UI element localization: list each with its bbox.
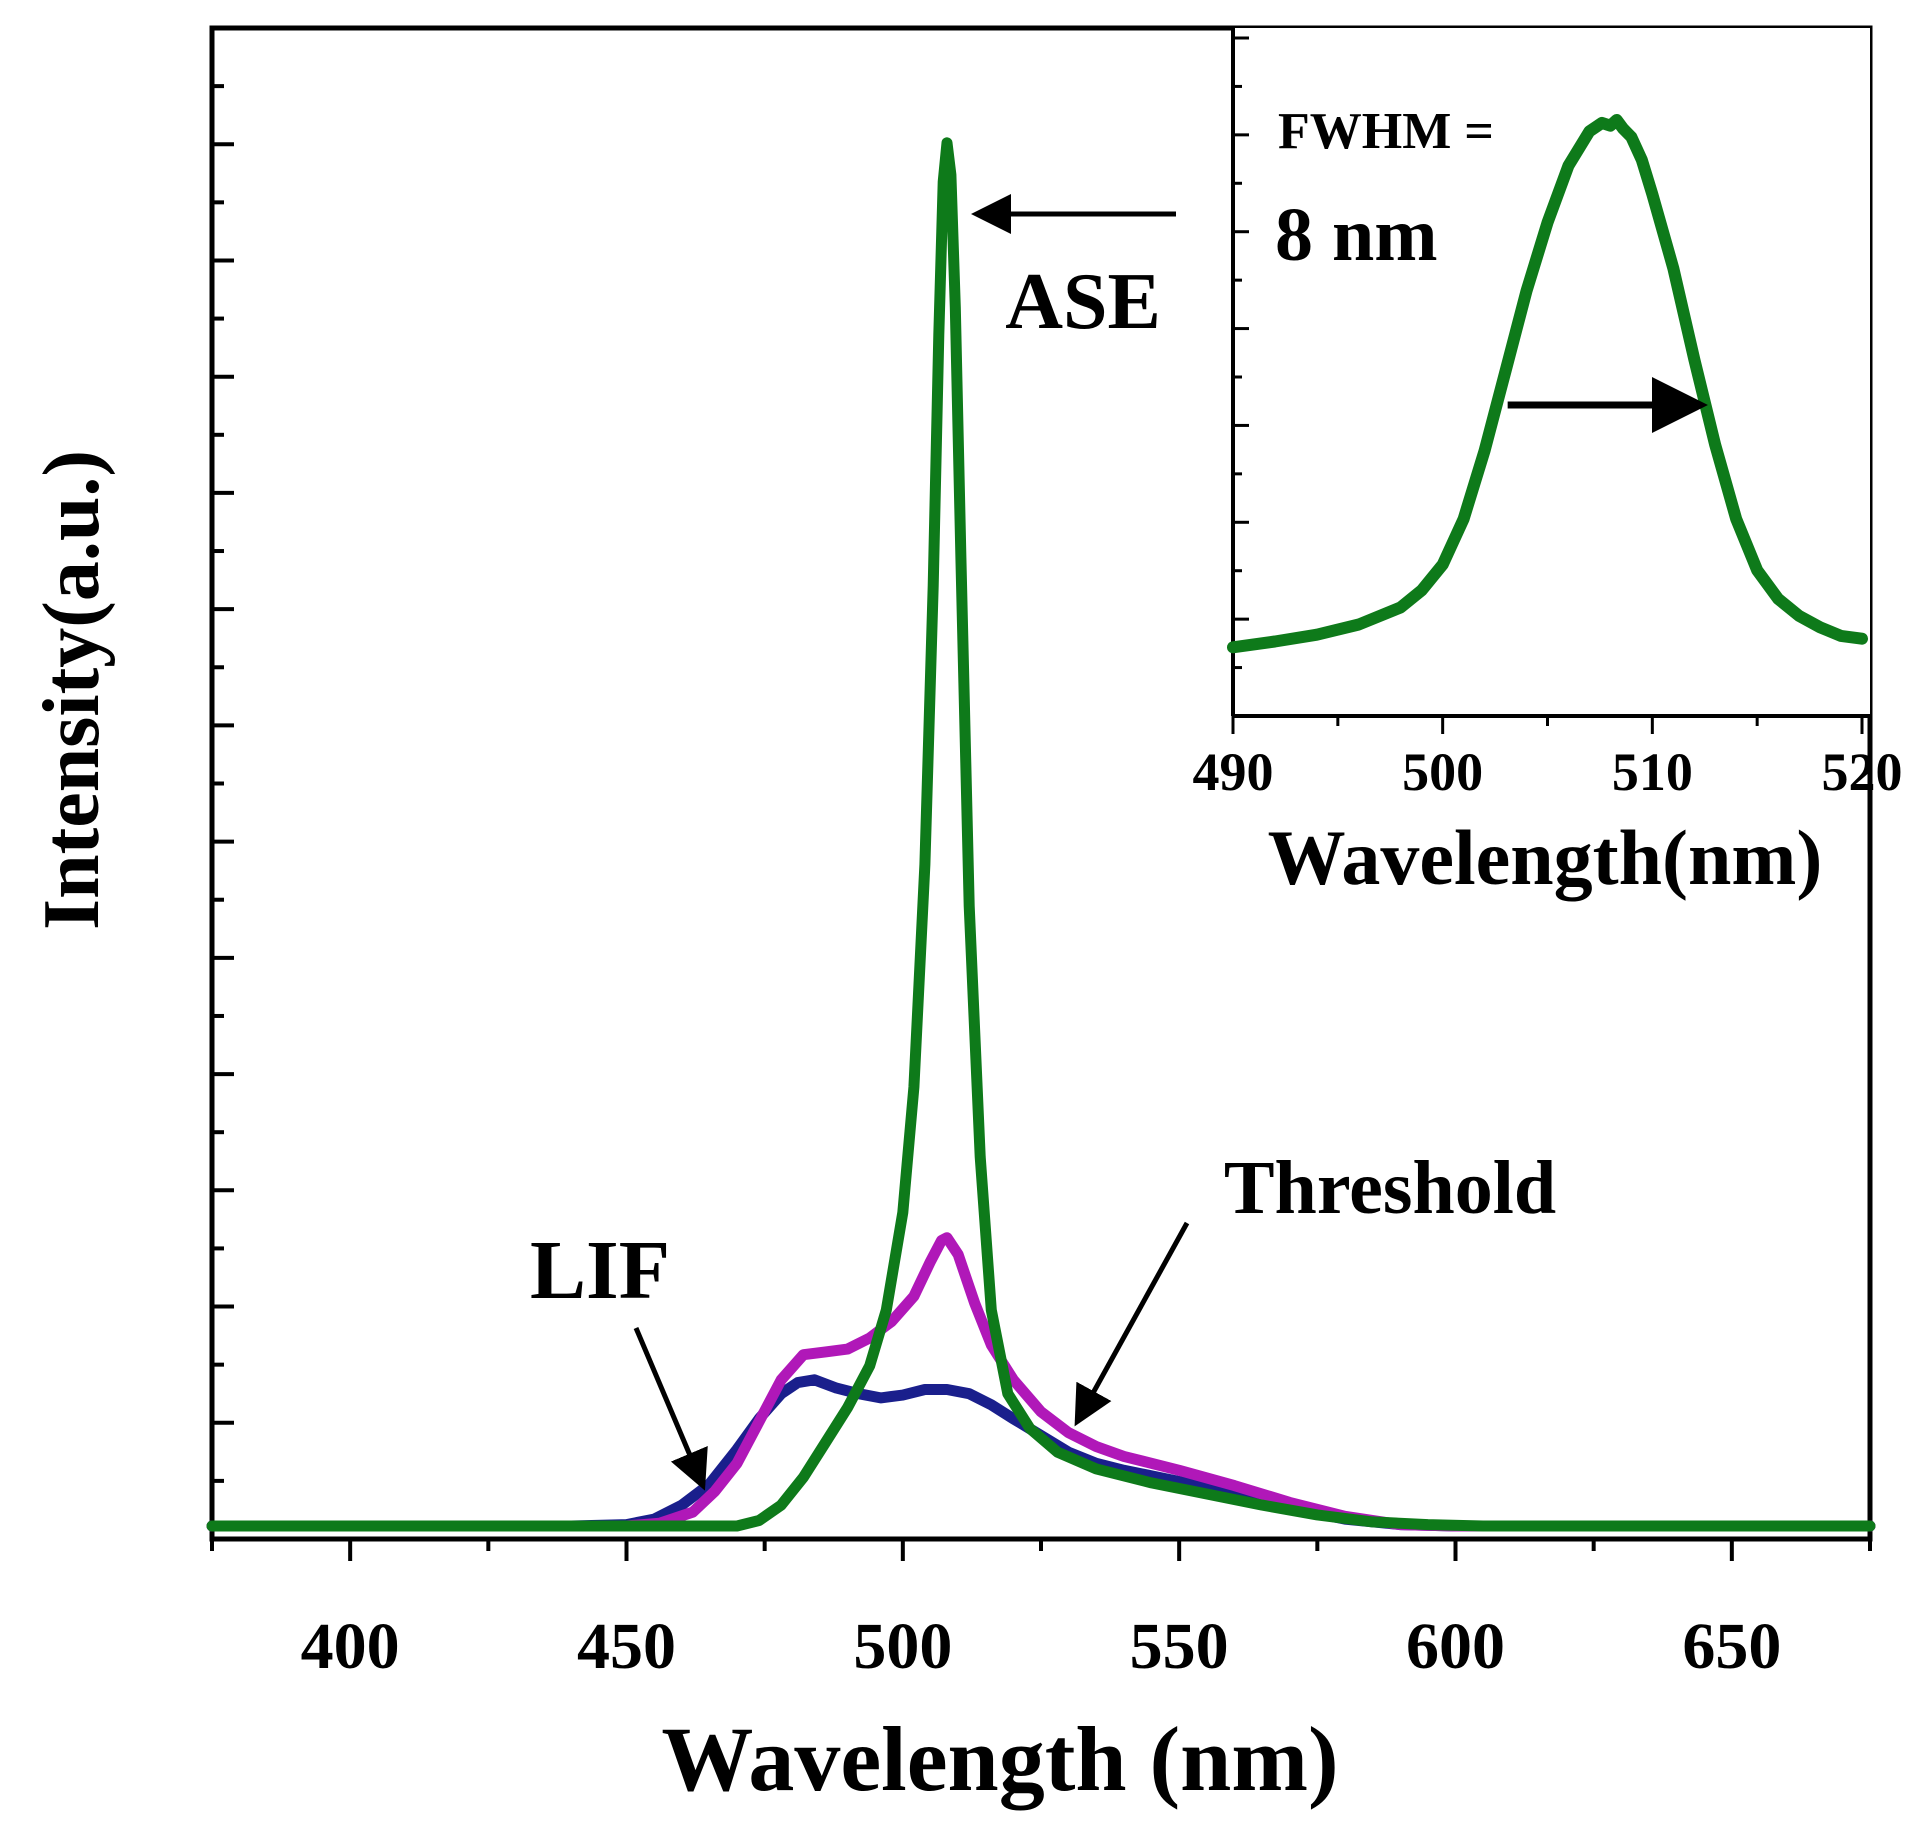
main-y-axis-label: Intensity(a.u.) [28,450,116,930]
inset-x-tick-label: 490 [1193,742,1274,802]
fwhm-value: 8 nm [1275,193,1438,277]
main-x-tick-label: 600 [1406,1610,1505,1683]
inset-x-tick-labels: 490 500 510 520 [1193,742,1903,802]
lif-annotation-arrow [633,1327,708,1491]
main-x-tick-labels: 400 450 500 550 600 650 [301,1610,1782,1683]
inset-x-tick-label: 520 [1822,742,1903,802]
main-x-tick-label: 550 [1130,1610,1229,1683]
ase-annotation-label: ASE [1005,258,1161,346]
main-x-tick-label: 650 [1682,1610,1781,1683]
threshold-annotation-label: Threshold [1224,1146,1556,1230]
main-y-ticks [212,26,234,1483]
inset-x-axis-label: Wavelength(nm) [1268,814,1823,901]
inset-series-group [1227,114,1868,654]
inset-x-tick-label: 510 [1612,742,1693,802]
series-line-ase [206,137,1876,1532]
inset-y-ticks [1233,36,1249,670]
main-x-tick-label: 400 [301,1610,400,1683]
inset-x-tick-label: 500 [1402,742,1483,802]
series-line-lif [206,1374,1876,1532]
threshold-annotation-arrow [1074,1221,1190,1427]
main-series-group [206,137,1876,1532]
main-x-axis-label: Wavelength (nm) [661,1708,1338,1810]
main-x-tick-label: 500 [853,1610,952,1683]
main-x-tick-label: 450 [577,1610,676,1683]
fwhm-label: FWHM = [1278,103,1494,160]
inset-series-line-ase [1227,114,1868,654]
inset-x-ticks [1231,716,1864,734]
series-line-threshold [206,1232,1876,1532]
lif-annotation-label: LIF [530,1224,670,1317]
inset-panel: 490 500 510 520 Wavelength(nm) FWHM = 8 nm [1193,28,1903,901]
inset-background [1233,28,1870,716]
main-x-ticks [210,1539,1872,1561]
